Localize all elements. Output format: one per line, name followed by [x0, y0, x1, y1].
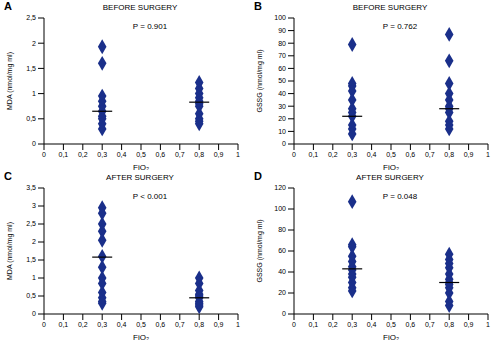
html-text:P < 0.001: P < 0.001 [132, 192, 168, 201]
html-text:BEFORE SURGERY: BEFORE SURGERY [352, 3, 428, 12]
svg-text:10: 10 [278, 128, 286, 135]
svg-text:1: 1 [236, 321, 240, 328]
svg-text:40: 40 [278, 90, 286, 97]
svg-text:0,9: 0,9 [464, 321, 474, 328]
svg-text:0,6: 0,6 [156, 151, 166, 158]
svg-text:0,2: 0,2 [78, 151, 88, 158]
svg-text:0,3: 0,3 [347, 321, 357, 328]
svg-text:FiO₂: FiO₂ [133, 333, 149, 340]
svg-text:0: 0 [292, 321, 296, 328]
html-text:B: B [254, 0, 262, 12]
svg-text:0,3: 0,3 [97, 321, 107, 328]
svg-text:0: 0 [32, 140, 36, 147]
svg-text:1: 1 [32, 274, 36, 281]
svg-text:100: 100 [274, 205, 286, 212]
html-text:C: C [4, 170, 12, 182]
svg-text:60: 60 [278, 247, 286, 254]
svg-text:0,1: 0,1 [59, 151, 69, 158]
svg-text:1,5: 1,5 [26, 65, 36, 72]
html-text:BEFORE SURGERY: BEFORE SURGERY [102, 3, 178, 12]
svg-text:0: 0 [282, 140, 286, 147]
svg-text:2: 2 [32, 238, 36, 245]
svg-text:0,7: 0,7 [175, 321, 185, 328]
svg-text:0,9: 0,9 [214, 321, 224, 328]
svg-text:70: 70 [278, 52, 286, 59]
svg-text:0,5: 0,5 [26, 115, 36, 122]
svg-text:0,1: 0,1 [309, 151, 319, 158]
svg-text:0,5: 0,5 [386, 321, 396, 328]
svg-text:2: 2 [32, 40, 36, 47]
svg-text:0,8: 0,8 [444, 151, 454, 158]
svg-text:60: 60 [278, 65, 286, 72]
svg-text:FiO₂: FiO₂ [383, 333, 399, 340]
svg-text:120: 120 [274, 184, 286, 191]
svg-text:90: 90 [278, 27, 286, 34]
svg-text:0,6: 0,6 [156, 321, 166, 328]
svg-text:0,9: 0,9 [464, 151, 474, 158]
svg-text:0,7: 0,7 [425, 151, 435, 158]
svg-text:0: 0 [282, 310, 286, 317]
svg-text:0: 0 [32, 310, 36, 317]
html-text:P = 0.048: P = 0.048 [382, 192, 418, 201]
html-text:D: D [254, 170, 262, 182]
svg-text:1,5: 1,5 [26, 256, 36, 263]
html-text:AFTER SURGERY: AFTER SURGERY [106, 173, 174, 182]
svg-text:1: 1 [32, 90, 36, 97]
html-text:P = 0.762: P = 0.762 [382, 22, 418, 31]
svg-text:1: 1 [486, 151, 490, 158]
svg-text:20: 20 [278, 289, 286, 296]
svg-text:80: 80 [278, 226, 286, 233]
svg-text:0,3: 0,3 [347, 151, 357, 158]
svg-text:0,4: 0,4 [367, 321, 377, 328]
svg-text:20: 20 [278, 115, 286, 122]
svg-text:0,1: 0,1 [309, 321, 319, 328]
svg-text:100: 100 [274, 14, 286, 21]
svg-text:1: 1 [236, 151, 240, 158]
svg-text:2,5: 2,5 [26, 14, 36, 21]
svg-text:0,4: 0,4 [367, 151, 377, 158]
svg-text:0: 0 [42, 151, 46, 158]
svg-text:1: 1 [486, 321, 490, 328]
svg-text:0,8: 0,8 [444, 321, 454, 328]
svg-text:80: 80 [278, 40, 286, 47]
svg-text:GSSG (nmol/mg ml): GSSG (nmol/mg ml) [256, 49, 264, 112]
svg-text:0,7: 0,7 [175, 151, 185, 158]
svg-text:0,2: 0,2 [328, 151, 338, 158]
svg-text:MDA (nmol/mg ml): MDA (nmol/mg ml) [8, 52, 14, 110]
svg-text:0,2: 0,2 [328, 321, 338, 328]
svg-text:0,8: 0,8 [194, 321, 204, 328]
svg-text:0,5: 0,5 [136, 151, 146, 158]
svg-text:MDA (nmol/mg ml): MDA (nmol/mg ml) [8, 222, 14, 280]
svg-text:FiO₂: FiO₂ [383, 163, 399, 170]
svg-text:FiO₂: FiO₂ [133, 163, 149, 170]
svg-text:0,1: 0,1 [59, 321, 69, 328]
svg-text:0,4: 0,4 [117, 321, 127, 328]
svg-text:0,6: 0,6 [406, 321, 416, 328]
svg-text:0: 0 [42, 321, 46, 328]
svg-text:0: 0 [292, 151, 296, 158]
svg-text:0,5: 0,5 [136, 321, 146, 328]
html-text:P = 0.901: P = 0.901 [132, 22, 168, 31]
svg-text:0,5: 0,5 [26, 292, 36, 299]
svg-text:0,9: 0,9 [214, 151, 224, 158]
svg-text:0,3: 0,3 [97, 151, 107, 158]
svg-text:0,4: 0,4 [117, 151, 127, 158]
html-text:AFTER SURGERY: AFTER SURGERY [356, 173, 424, 182]
svg-text:GSSG (nmol/mg ml): GSSG (nmol/mg ml) [256, 219, 264, 282]
svg-text:40: 40 [278, 268, 286, 275]
svg-text:3,5: 3,5 [26, 184, 36, 191]
svg-text:2,5: 2,5 [26, 220, 36, 227]
svg-text:0,6: 0,6 [406, 151, 416, 158]
svg-text:30: 30 [278, 103, 286, 110]
html-text:A: A [4, 0, 12, 12]
svg-text:0,8: 0,8 [194, 151, 204, 158]
svg-text:3: 3 [32, 202, 36, 209]
svg-text:0,7: 0,7 [425, 321, 435, 328]
svg-text:0,2: 0,2 [78, 321, 88, 328]
svg-text:0,5: 0,5 [386, 151, 396, 158]
svg-text:50: 50 [278, 77, 286, 84]
